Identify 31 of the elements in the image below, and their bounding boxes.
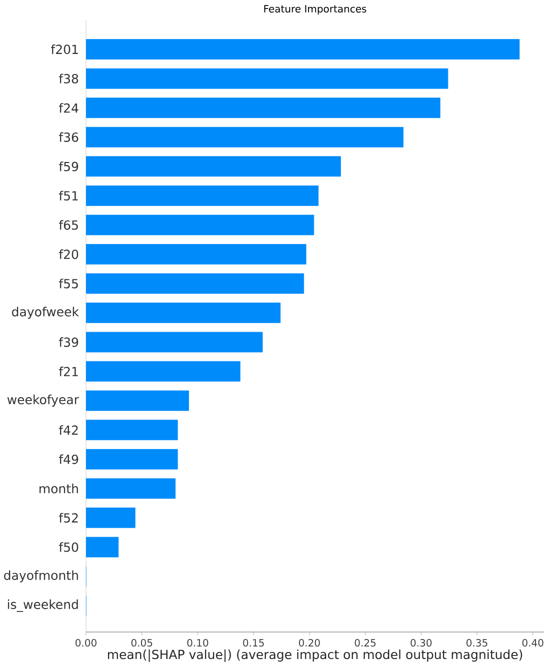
x-tick-label: 0.10 (187, 639, 208, 647)
x-tick-label: 0.35 (466, 639, 488, 647)
y-tick-label: f59 (58, 162, 78, 172)
x-tick-label: 0.15 (243, 639, 264, 647)
y-tick-label: is_weekend (8, 599, 78, 612)
x-axis-title: mean(|SHAP value|) (average impact on model output magnitude) (108, 649, 522, 662)
x-tick-label: 0.25 (354, 639, 376, 647)
x-tick-label: 0.00 (76, 639, 96, 647)
y-tick-label: f24 (58, 103, 78, 113)
y-tick-label: weekofyear (7, 394, 79, 407)
y-tick-label: f36 (58, 132, 78, 142)
y-tick-label: f55 (58, 278, 78, 288)
y-tick-label: f49 (58, 454, 78, 464)
y-tick-label: f65 (58, 220, 78, 230)
y-tick-label: f20 (58, 249, 78, 260)
y-tick-label: f50 (58, 542, 78, 552)
y-tick-label: f38 (58, 74, 78, 84)
y-tick-label: f52 (58, 512, 78, 523)
x-tick-label: 0.20 (298, 639, 320, 647)
y-tick-label: f51 (58, 190, 78, 201)
y-tick-label: month (40, 484, 78, 494)
x-tick-label: 0.40 (522, 639, 544, 647)
y-tick-label: f201 (51, 44, 78, 54)
y-tick-label: f39 (58, 337, 78, 347)
y-tick-label: f42 (58, 425, 78, 435)
chart-title: Feature Importances (264, 5, 366, 14)
x-tick-label: 0.05 (131, 639, 152, 647)
y-tick-label: dayofmonth (4, 570, 78, 582)
y-tick-label: f21 (58, 366, 78, 376)
y-tick-label: dayofweek (12, 306, 79, 319)
x-tick-label: 0.30 (410, 639, 432, 647)
